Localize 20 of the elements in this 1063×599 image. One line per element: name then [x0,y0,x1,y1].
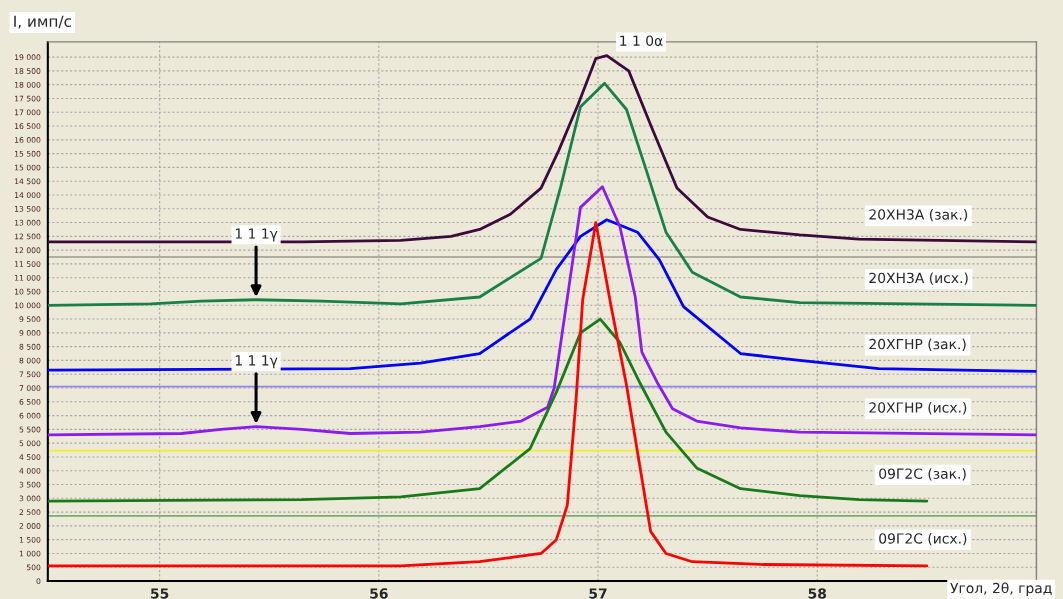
series-label: 09Г2С (зак.) [879,468,966,481]
annotation: 1 1 0α [620,35,663,46]
y-axis-title: I, имп/с [14,15,72,29]
line-series [47,185,1037,437]
series-label: 09Г2С (исх.) [879,532,967,546]
line-series [47,54,1037,244]
x-tick-label: 56 [370,588,388,599]
x-tick-label: 57 [589,588,607,599]
series-label: 20ХГНР (зак.) [869,338,966,351]
series-label: 20ХН3А (зак.) [869,208,968,222]
line-series [47,221,929,568]
line-series [47,317,929,503]
series-label: 20ХН3А (исх.) [869,272,968,285]
series-label: 20ХГНР (исх.) [869,402,967,415]
annotation: 1 1 1γ [235,228,278,242]
line-series [47,81,1037,307]
x-tick-label: 55 [151,588,169,599]
annotation: 1 1 1γ [235,355,278,369]
x-axis-title: Угол, 2θ, град [950,582,1052,597]
x-tick-label: 58 [808,588,827,599]
